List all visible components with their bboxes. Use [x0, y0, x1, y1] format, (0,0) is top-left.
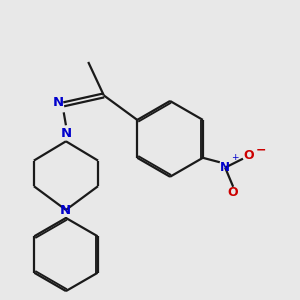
Text: N: N: [60, 127, 71, 140]
Text: O: O: [228, 186, 238, 199]
Text: N: N: [59, 204, 70, 217]
Text: O: O: [243, 148, 254, 162]
Text: N: N: [52, 96, 64, 109]
Text: N: N: [220, 161, 230, 174]
Text: −: −: [256, 143, 266, 156]
Text: +: +: [231, 153, 239, 162]
